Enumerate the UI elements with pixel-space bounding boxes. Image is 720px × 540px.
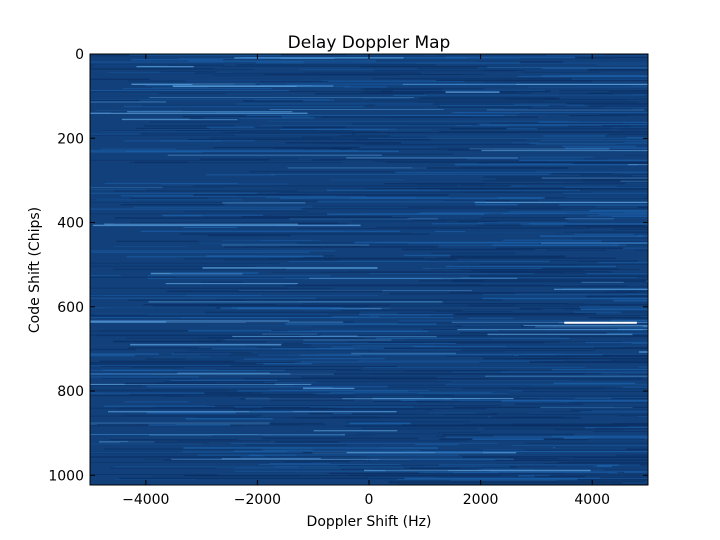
chart-title: Delay Doppler Map	[288, 33, 451, 53]
heatmap-streaks	[90, 54, 648, 485]
y-axis: 0 200 400 600 800 1000	[48, 47, 648, 484]
x-tick-label: −4000	[122, 492, 169, 508]
x-axis: −4000 −2000 0 2000 4000	[122, 54, 610, 508]
y-tick-label: 1000	[48, 468, 84, 484]
y-tick-label: 0	[75, 47, 84, 63]
y-tick-label: 200	[57, 131, 84, 147]
x-tick-label: 2000	[463, 492, 499, 508]
x-axis-label: Doppler Shift (Hz)	[307, 514, 432, 530]
heatmap-image	[90, 54, 648, 485]
y-tick-label: 400	[57, 216, 84, 232]
y-axis-label: Code Shift (Chips)	[27, 207, 43, 333]
x-tick-label: 4000	[574, 492, 610, 508]
x-tick-label: −2000	[234, 492, 281, 508]
y-tick-label: 800	[57, 384, 84, 400]
x-tick-label: 0	[365, 492, 374, 508]
y-tick-label: 600	[57, 300, 84, 316]
